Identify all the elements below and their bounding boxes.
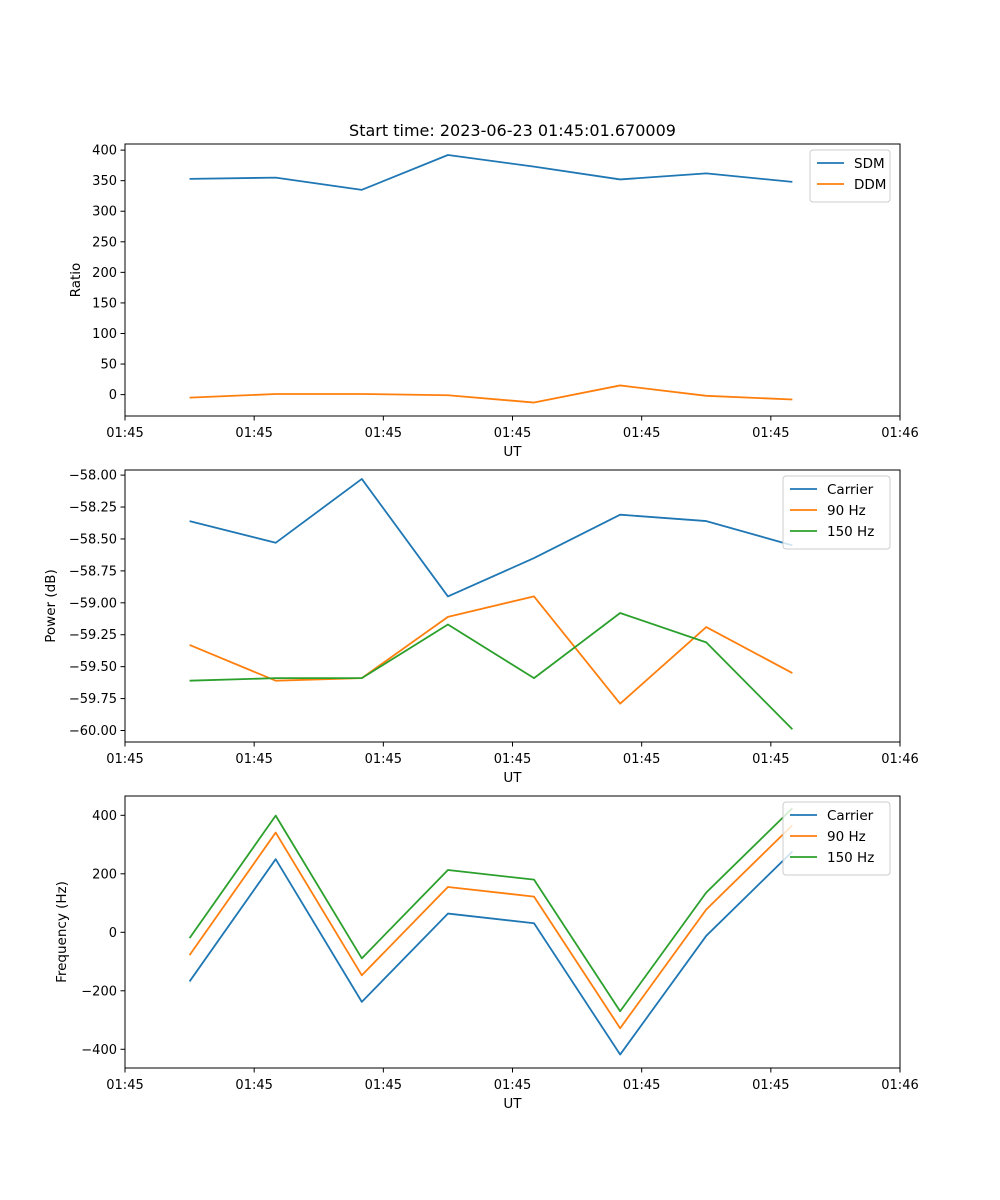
x-tick-label: 01:45 (623, 1078, 660, 1093)
x-tick-label: 01:45 (365, 426, 402, 441)
series-line-150-hz (189, 612, 793, 730)
x-tick-label: 01:45 (623, 752, 660, 767)
y-axis-label: Frequency (Hz) (54, 881, 70, 983)
x-axis-label: UT (503, 1096, 522, 1112)
y-tick-label: 350 (92, 174, 117, 189)
legend-label: 90 Hz (827, 503, 866, 519)
y-tick-label: 100 (92, 327, 117, 342)
series-line-150-hz (188, 807, 793, 1013)
y-tick-label: −58.25 (69, 501, 117, 516)
legend-label: DDM (854, 177, 886, 193)
y-tick-label: 0 (109, 388, 117, 403)
subplot-2: −58.00 −58.25 −58.50 −58.75 −59.00 −59.25 −59.… (43, 469, 919, 786)
y-tick-label: 400 (92, 809, 117, 824)
x-tick-label: 01:45 (235, 426, 272, 441)
x-tick-label: 01:46 (881, 752, 918, 767)
y-axis-label: Ratio (68, 263, 84, 298)
y-tick-label: 0 (109, 926, 117, 941)
series-line-ddm (189, 384, 793, 404)
series-line-carrier (188, 850, 793, 1056)
x-tick-label: 01:46 (881, 426, 918, 441)
series-line-90-hz (189, 595, 793, 705)
subplot-1: 0 50 100 150 200 250 300 350 400 01:45 01:45 01:45 0… (68, 121, 919, 460)
x-tick-label: 01:45 (494, 426, 531, 441)
y-tick-label: 200 (92, 266, 117, 281)
y-tick-label: 250 (92, 235, 117, 250)
x-tick-label: 01:45 (235, 1078, 272, 1093)
subplot-3: −400 −200 0 200 400 01:45 01:45 01:45 01:45 01:45… (54, 795, 919, 1112)
legend-label: SDM (854, 156, 885, 172)
legend: Carrier 90 Hz 150 Hz (782, 475, 891, 550)
x-axis-label: UT (503, 770, 522, 786)
y-tick-label: 150 (92, 296, 117, 311)
x-tick-label: 01:45 (494, 1078, 531, 1093)
series-line-sdm (189, 154, 793, 191)
y-tick-label: −58.00 (69, 469, 117, 484)
x-tick-label: 01:46 (881, 1078, 918, 1093)
y-tick-label: −400 (81, 1043, 117, 1058)
x-axis-label: UT (503, 444, 522, 460)
series-line-carrier (189, 478, 793, 598)
legend: SDM DDM (809, 149, 891, 203)
y-tick-label: −59.50 (69, 660, 117, 675)
x-tick-label: 01:45 (106, 1078, 143, 1093)
y-axis-label: Power (dB) (43, 569, 59, 642)
plot-area (125, 470, 900, 742)
legend: Carrier 90 Hz 150 Hz (782, 801, 891, 876)
y-tick-label: −59.00 (69, 596, 117, 611)
y-tick-label: −200 (81, 984, 117, 999)
x-tick-label: 01:45 (106, 426, 143, 441)
series-line-90-hz (188, 824, 793, 1030)
y-tick-label: −60.00 (69, 724, 117, 739)
x-tick-label: 01:45 (752, 1078, 789, 1093)
legend-label: Carrier (827, 808, 874, 824)
y-tick-label: 200 (92, 867, 117, 882)
x-tick-label: 01:45 (623, 426, 660, 441)
chart-title: Start time: 2023-06-23 01:45:01.670009 (349, 121, 676, 140)
y-tick-label: −58.50 (69, 532, 117, 547)
x-tick-label: 01:45 (494, 752, 531, 767)
x-tick-label: 01:45 (106, 752, 143, 767)
x-tick-label: 01:45 (752, 752, 789, 767)
y-tick-label: −59.25 (69, 628, 117, 643)
plot-area (125, 144, 900, 416)
legend-label: Carrier (827, 482, 874, 498)
x-tick-label: 01:45 (365, 1078, 402, 1093)
legend-label: 90 Hz (827, 829, 866, 845)
y-tick-label: 50 (100, 358, 117, 373)
y-tick-label: 300 (92, 205, 117, 220)
y-tick-label: −59.75 (69, 692, 117, 707)
y-tick-label: −58.75 (69, 564, 117, 579)
x-tick-label: 01:45 (235, 752, 272, 767)
x-tick-label: 01:45 (752, 426, 789, 441)
y-tick-label: 400 (92, 144, 117, 159)
plot-area (125, 796, 900, 1068)
x-tick-label: 01:45 (365, 752, 402, 767)
legend-label: 150 Hz (827, 524, 874, 540)
legend-label: 150 Hz (827, 850, 874, 866)
